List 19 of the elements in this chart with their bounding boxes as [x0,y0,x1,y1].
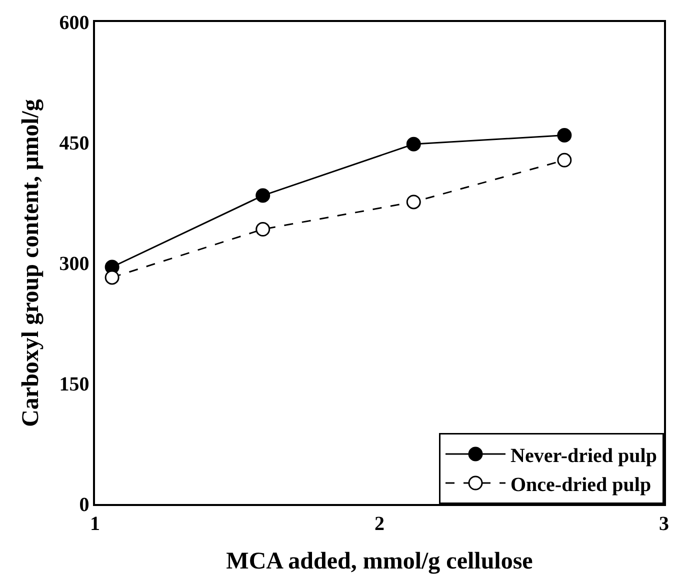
legend-label: Once-dried pulp [510,474,652,496]
point [406,136,421,152]
y-axis-title: Carboxyl group content, μmol/g [18,99,44,427]
x-tick-label: 3 [659,512,669,535]
point [406,194,421,210]
point [104,270,120,285]
y-tick-label: 450 [59,132,90,154]
y-tick-label: 300 [59,253,90,275]
x-axis-title: MCA added, mmol/g cellulose [226,548,534,575]
point [256,222,270,237]
point [557,152,572,168]
y-tick-label: 600 [59,12,90,34]
legend-label: Never-dried pulp [510,444,657,467]
x-tick-label: 1 [90,512,100,535]
x-tick-label: 2 [374,512,384,535]
point [256,188,270,203]
y-tick-label: 0 [79,494,90,516]
y-tick-label: 150 [59,374,90,396]
point [557,128,572,143]
